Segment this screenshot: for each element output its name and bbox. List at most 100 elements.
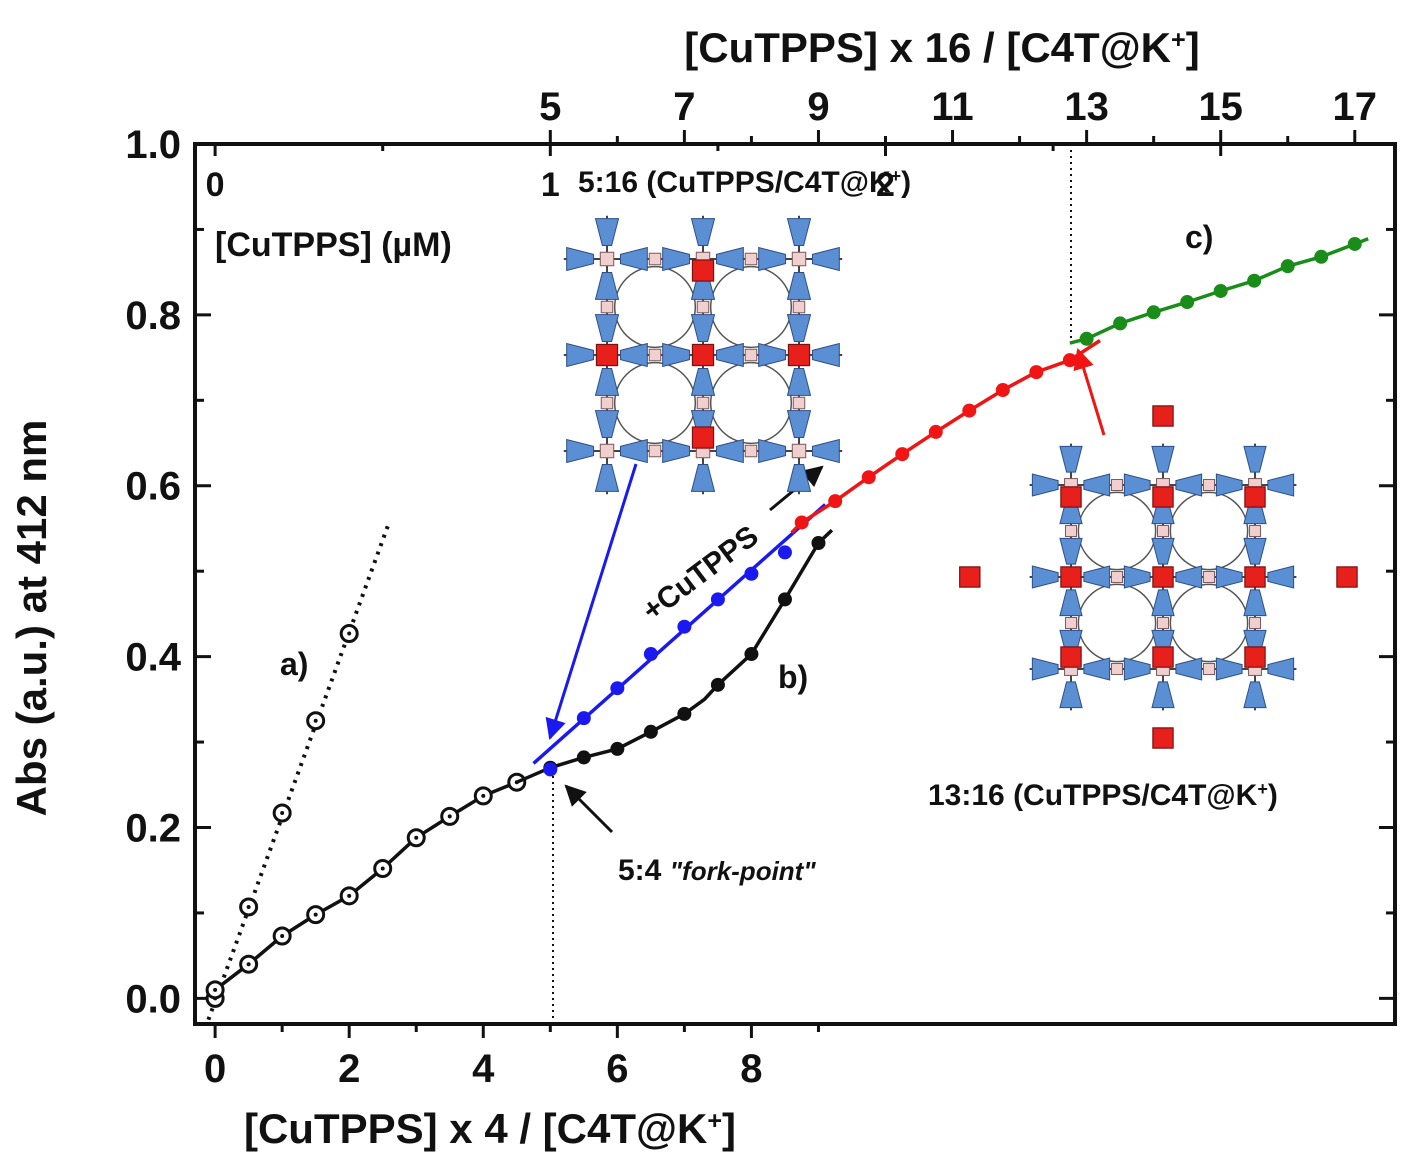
series-1-point-center	[213, 987, 218, 992]
lattice-wedge	[786, 463, 812, 492]
series-label-c: c)	[1185, 219, 1213, 255]
series-1-point-center	[280, 934, 285, 938]
lattice-link	[600, 300, 614, 314]
series-3-point	[610, 681, 625, 696]
lattice-link	[1110, 570, 1124, 584]
lattice-wedge	[566, 438, 595, 464]
x-axis-title: [CuTPPS] x 4 / [C4T@K+]	[244, 1105, 736, 1152]
series-3-point	[576, 711, 591, 726]
lattice-5-16-illustration	[563, 215, 843, 495]
series-3-point	[744, 566, 759, 581]
lattice-pore	[1077, 491, 1157, 571]
series-3-point	[643, 647, 658, 662]
lattice-wedge	[1031, 473, 1059, 497]
lattice-wedge	[1267, 657, 1295, 681]
lattice-wedge	[1123, 657, 1151, 681]
lattice-porphyrin	[691, 259, 715, 282]
series-4-point	[1062, 353, 1077, 368]
lattice-node	[791, 251, 807, 267]
plot-frame	[193, 142, 1397, 1026]
lattice-wedge	[1215, 565, 1243, 589]
lattice-porphyrin	[1060, 646, 1082, 668]
lattice-link	[648, 444, 662, 458]
lattice-wedge	[811, 438, 840, 464]
lattice-porphyrin	[1152, 727, 1174, 749]
series-5-point	[1079, 331, 1094, 346]
lattice-wedge	[786, 271, 812, 300]
lattice-wedge	[566, 246, 595, 272]
lattice-link	[1110, 478, 1124, 492]
lattice-link	[648, 252, 662, 266]
top-tick-label: 9	[807, 85, 829, 129]
lattice-wedge	[594, 410, 620, 439]
y-tick-label: 0.8	[125, 294, 181, 338]
series-2-point	[576, 750, 591, 765]
series-5-point	[1280, 259, 1295, 274]
lattice-porphyrin	[1060, 566, 1082, 588]
lattice-wedge	[786, 367, 812, 396]
lattice-wedge	[662, 246, 691, 272]
lattice-node	[599, 251, 615, 267]
series-1-point-center	[313, 912, 318, 917]
lattice-link	[744, 252, 758, 266]
lattice-pore	[1077, 583, 1157, 663]
lattice-node	[599, 443, 615, 459]
lattice-porphyrin	[1060, 486, 1082, 508]
series-1-point-center	[447, 814, 452, 819]
series-5-point	[1347, 236, 1362, 251]
lattice-link	[1110, 662, 1124, 676]
lattice-wedge	[594, 271, 620, 300]
lattice-wedge	[1243, 681, 1267, 709]
fork-point-arrow	[564, 784, 614, 834]
series-2-point	[643, 724, 658, 739]
lattice-wedge	[1059, 681, 1083, 709]
lattice-link	[1156, 616, 1170, 630]
lattice-wedge	[690, 314, 716, 343]
series-4-point	[794, 515, 809, 530]
lattice-porphyrin	[691, 343, 715, 367]
lattice-wedge	[1151, 589, 1175, 617]
lattice-wedge	[1175, 657, 1203, 681]
lattice-wedge	[1083, 565, 1111, 589]
lattice-link	[744, 348, 758, 362]
lattice-pore	[1169, 583, 1249, 663]
series-5-point	[1247, 273, 1262, 288]
series-2-point	[610, 741, 625, 756]
lattice-wedge	[566, 342, 595, 368]
series-3-point	[777, 545, 792, 560]
lattice-porphyrin	[1336, 566, 1358, 588]
lattice-wedge	[619, 438, 648, 464]
y-tick-label: 0.2	[125, 806, 181, 850]
ratio-13-16-label: 13:16 (CuTPPS/C4T@K+)	[928, 779, 1278, 812]
series-2-line	[516, 528, 834, 784]
series-2-point	[744, 647, 759, 662]
lattice-wedge	[690, 463, 716, 492]
top-axis-ticks: 5 7 9 11 13 15 17	[539, 85, 1377, 144]
lattice-wedge	[619, 342, 648, 368]
lattice-link	[696, 300, 710, 314]
y-tick-label: 0.4	[125, 636, 181, 680]
series-label-a: a)	[280, 646, 308, 682]
series-1-point-center	[481, 793, 486, 798]
series-4-point	[995, 383, 1010, 398]
lattice-wedge	[715, 438, 744, 464]
series-1-point-center	[246, 962, 251, 967]
top-tick-label: 11	[931, 85, 973, 129]
lattice-link	[696, 396, 710, 410]
series-4-point	[828, 494, 843, 509]
x-axis-ticks: 0 2 4 6 8	[204, 1024, 820, 1091]
inner-axis-ticks: 0 1 2	[206, 144, 1223, 204]
lattice-porphyrin	[1244, 646, 1266, 668]
series-1-point-center	[380, 866, 385, 871]
series-4-point	[962, 403, 977, 418]
lattice-wedge	[758, 438, 787, 464]
lattice-link	[792, 396, 806, 410]
lattice-link	[1156, 524, 1170, 538]
lattice-link	[1202, 570, 1216, 584]
x-tick-label: 6	[606, 1047, 628, 1091]
lattice-wedge	[1151, 445, 1175, 473]
series-1-point-center	[347, 893, 352, 898]
lattice-link	[1202, 478, 1216, 492]
top-tick-label: 13	[1064, 85, 1109, 129]
